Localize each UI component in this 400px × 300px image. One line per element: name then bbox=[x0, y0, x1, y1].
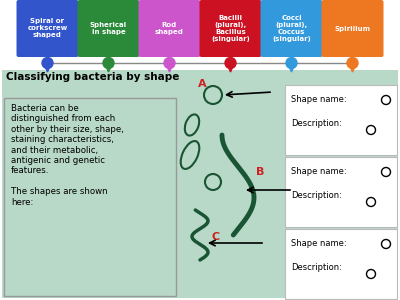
Text: Rod
shaped: Rod shaped bbox=[155, 22, 184, 35]
Circle shape bbox=[366, 197, 376, 206]
Circle shape bbox=[366, 269, 376, 278]
Circle shape bbox=[366, 125, 376, 134]
Text: Cocci
(plural),
Coccus
(singular): Cocci (plural), Coccus (singular) bbox=[272, 15, 311, 42]
Text: B: B bbox=[256, 167, 264, 177]
Circle shape bbox=[225, 58, 236, 68]
FancyBboxPatch shape bbox=[4, 98, 176, 296]
Polygon shape bbox=[106, 65, 112, 72]
Text: Description:: Description: bbox=[291, 191, 342, 200]
Circle shape bbox=[382, 95, 390, 104]
FancyBboxPatch shape bbox=[285, 157, 397, 227]
FancyBboxPatch shape bbox=[285, 229, 397, 299]
FancyBboxPatch shape bbox=[285, 85, 397, 155]
Circle shape bbox=[164, 58, 175, 68]
Text: Shape name:: Shape name: bbox=[291, 95, 347, 104]
Circle shape bbox=[103, 58, 114, 68]
Text: Spiral or
corkscrew
shaped: Spiral or corkscrew shaped bbox=[27, 19, 68, 38]
Text: Spirillum: Spirillum bbox=[334, 26, 370, 32]
Text: Description:: Description: bbox=[291, 263, 342, 272]
Text: Bacilli
(plural),
Bacillus
(singular): Bacilli (plural), Bacillus (singular) bbox=[211, 15, 250, 42]
Circle shape bbox=[382, 239, 390, 248]
FancyBboxPatch shape bbox=[260, 0, 322, 57]
Circle shape bbox=[42, 58, 53, 68]
FancyBboxPatch shape bbox=[322, 0, 384, 57]
Polygon shape bbox=[44, 65, 50, 72]
Text: Shape name:: Shape name: bbox=[291, 167, 347, 176]
Circle shape bbox=[286, 58, 297, 68]
Text: Shape name:: Shape name: bbox=[291, 239, 347, 248]
Text: A: A bbox=[198, 79, 207, 89]
Text: Classifying bacteria by shape: Classifying bacteria by shape bbox=[6, 72, 179, 82]
FancyBboxPatch shape bbox=[78, 0, 140, 57]
Text: C: C bbox=[212, 232, 220, 242]
FancyBboxPatch shape bbox=[138, 0, 200, 57]
Text: Description:: Description: bbox=[291, 119, 342, 128]
FancyBboxPatch shape bbox=[2, 70, 398, 298]
Polygon shape bbox=[350, 65, 356, 72]
Text: Spherical
in shape: Spherical in shape bbox=[90, 22, 127, 35]
Circle shape bbox=[347, 58, 358, 68]
Polygon shape bbox=[288, 65, 294, 72]
Text: Bacteria can be
distinguished from each
other by their size, shape,
staining cha: Bacteria can be distinguished from each … bbox=[11, 104, 124, 207]
Polygon shape bbox=[166, 65, 172, 72]
Circle shape bbox=[382, 167, 390, 176]
FancyBboxPatch shape bbox=[200, 0, 262, 57]
Polygon shape bbox=[228, 65, 234, 72]
FancyBboxPatch shape bbox=[16, 0, 78, 57]
